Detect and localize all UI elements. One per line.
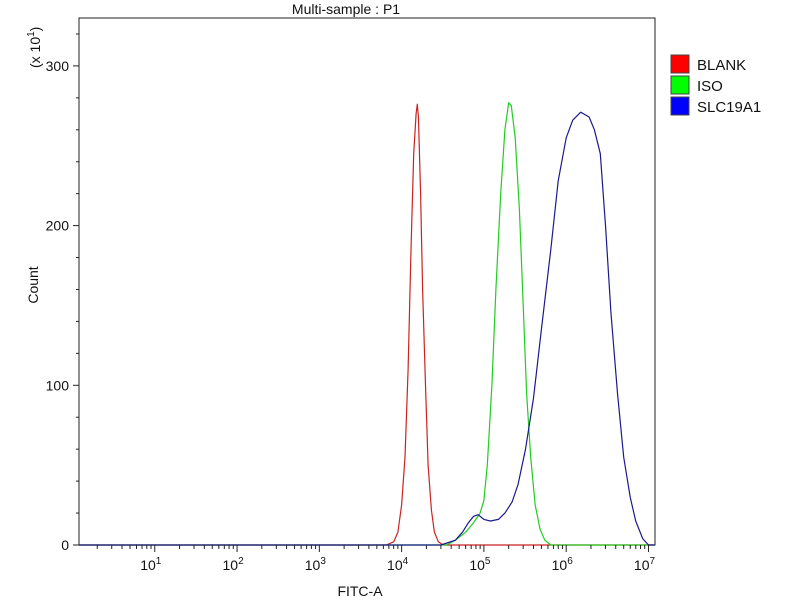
plot-area [78, 17, 656, 546]
y-tick-label: 0 [61, 537, 69, 553]
y-tick-label: 100 [46, 377, 70, 393]
axes-layer: 0 100 200 300 101 102 103 104 105 106 107 [46, 33, 656, 573]
svg-text:(x 101): (x 101) [26, 27, 43, 68]
x-tick-label: 107 [634, 556, 656, 573]
plot-border [78, 17, 656, 546]
x-tick-label: 104 [387, 556, 409, 573]
y-multiplier-exponent: 1 [26, 31, 37, 37]
y-tick-label: 200 [46, 218, 70, 234]
chart-title: Multi-sample : P1 [292, 1, 400, 17]
legend-swatch-iso [670, 75, 690, 95]
x-tick-label: 106 [552, 556, 574, 573]
y-multiplier-text: (x 10 [27, 37, 43, 68]
legend-label-iso: ISO [697, 78, 723, 95]
x-tick-label: 101 [140, 556, 162, 573]
legend-label-blank: BLANK [697, 57, 746, 74]
series-line-blank [79, 103, 655, 546]
y-axis-title: Count [25, 266, 41, 303]
legend-swatch-slc19a1 [670, 96, 690, 116]
y-tick-label: 300 [46, 58, 70, 74]
x-tick-label: 102 [222, 556, 244, 573]
x-axis-title: FITC-A [337, 583, 383, 599]
legend: BLANK ISO SLC19A1 [670, 54, 761, 116]
series-line-iso [79, 102, 655, 546]
y-axis-multiplier: (x 101) [26, 27, 43, 68]
x-tick-label: 105 [469, 556, 491, 573]
series-line-slc19a1 [79, 111, 655, 546]
series-layer [79, 102, 655, 546]
legend-swatch-blank [670, 54, 690, 74]
legend-label-slc19a1: SLC19A1 [697, 99, 761, 116]
x-tick-label: 103 [305, 556, 327, 573]
